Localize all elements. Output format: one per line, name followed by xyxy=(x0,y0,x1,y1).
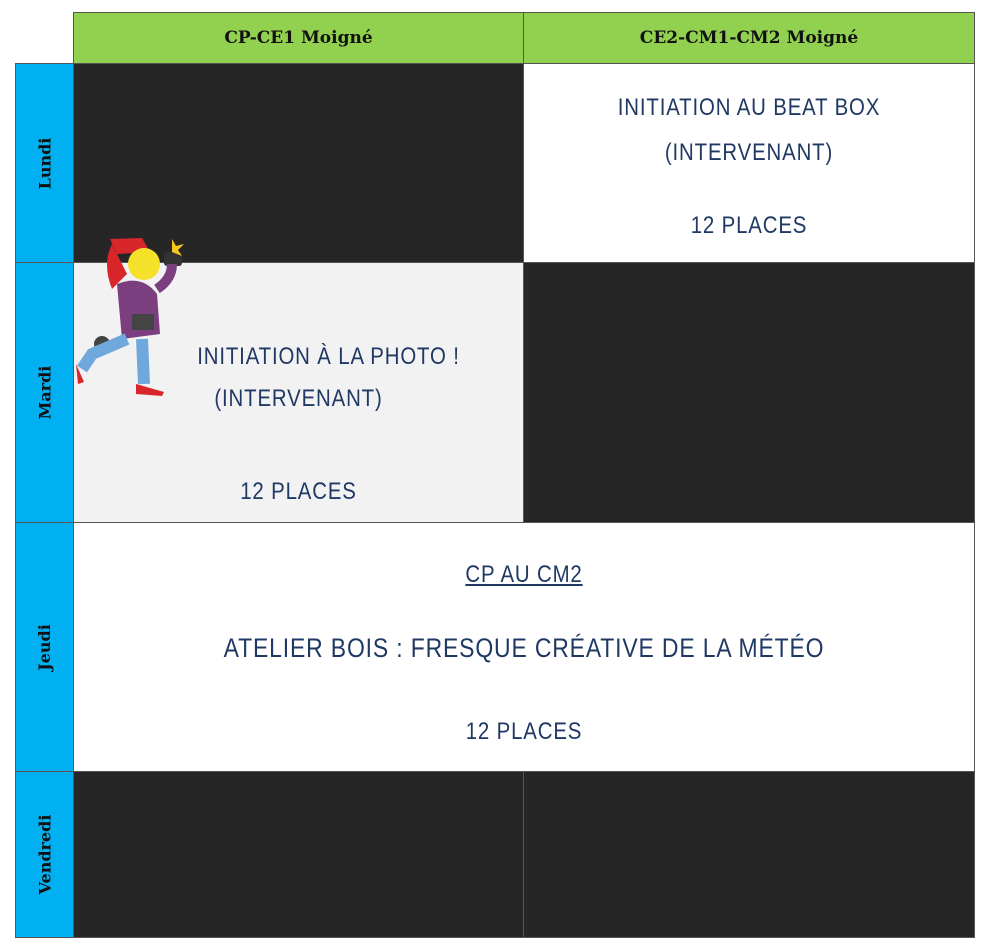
activity-cell: CP AU CM2 ATELIER BOIS : FRESQUE CRÉATIV… xyxy=(73,522,975,772)
activity-title: INITIATION AU BEAT BOX xyxy=(617,94,881,121)
activity-title: INITIATION À LA PHOTO ! xyxy=(197,343,460,370)
level: CP AU CM2 xyxy=(465,561,583,588)
empty-cell xyxy=(523,262,975,523)
activity-title: (INTERVENANT) xyxy=(214,385,383,412)
column-header: CP-CE1 Moigné xyxy=(73,12,524,64)
empty-cell xyxy=(523,771,975,938)
day-label: Jeudi xyxy=(35,623,54,671)
places: 12 PLACES xyxy=(690,212,808,239)
day-label: Mardi xyxy=(35,365,54,420)
places: 12 PLACES xyxy=(465,718,583,745)
day-cell: Mardi xyxy=(15,262,74,523)
activity-title: (INTERVENANT) xyxy=(664,139,834,166)
column-header: CE2-CM1-CM2 Moigné xyxy=(523,12,975,64)
day-label: Vendredi xyxy=(35,814,55,895)
day-cell: Lundi xyxy=(15,63,74,263)
day-cell: Vendredi xyxy=(15,771,74,938)
places: 12 PLACES xyxy=(240,478,357,505)
photographer-illustration xyxy=(76,238,184,396)
day-cell: Jeudi xyxy=(15,522,74,772)
activity-cell: INITIATION AU BEAT BOX (INTERVENANT) 12 … xyxy=(523,63,975,263)
day-label: Lundi xyxy=(35,137,54,189)
empty-cell xyxy=(73,63,524,263)
empty-cell xyxy=(73,771,524,938)
activity-title: ATELIER BOIS : FRESQUE CRÉATIVE DE LA MÉ… xyxy=(223,633,825,663)
